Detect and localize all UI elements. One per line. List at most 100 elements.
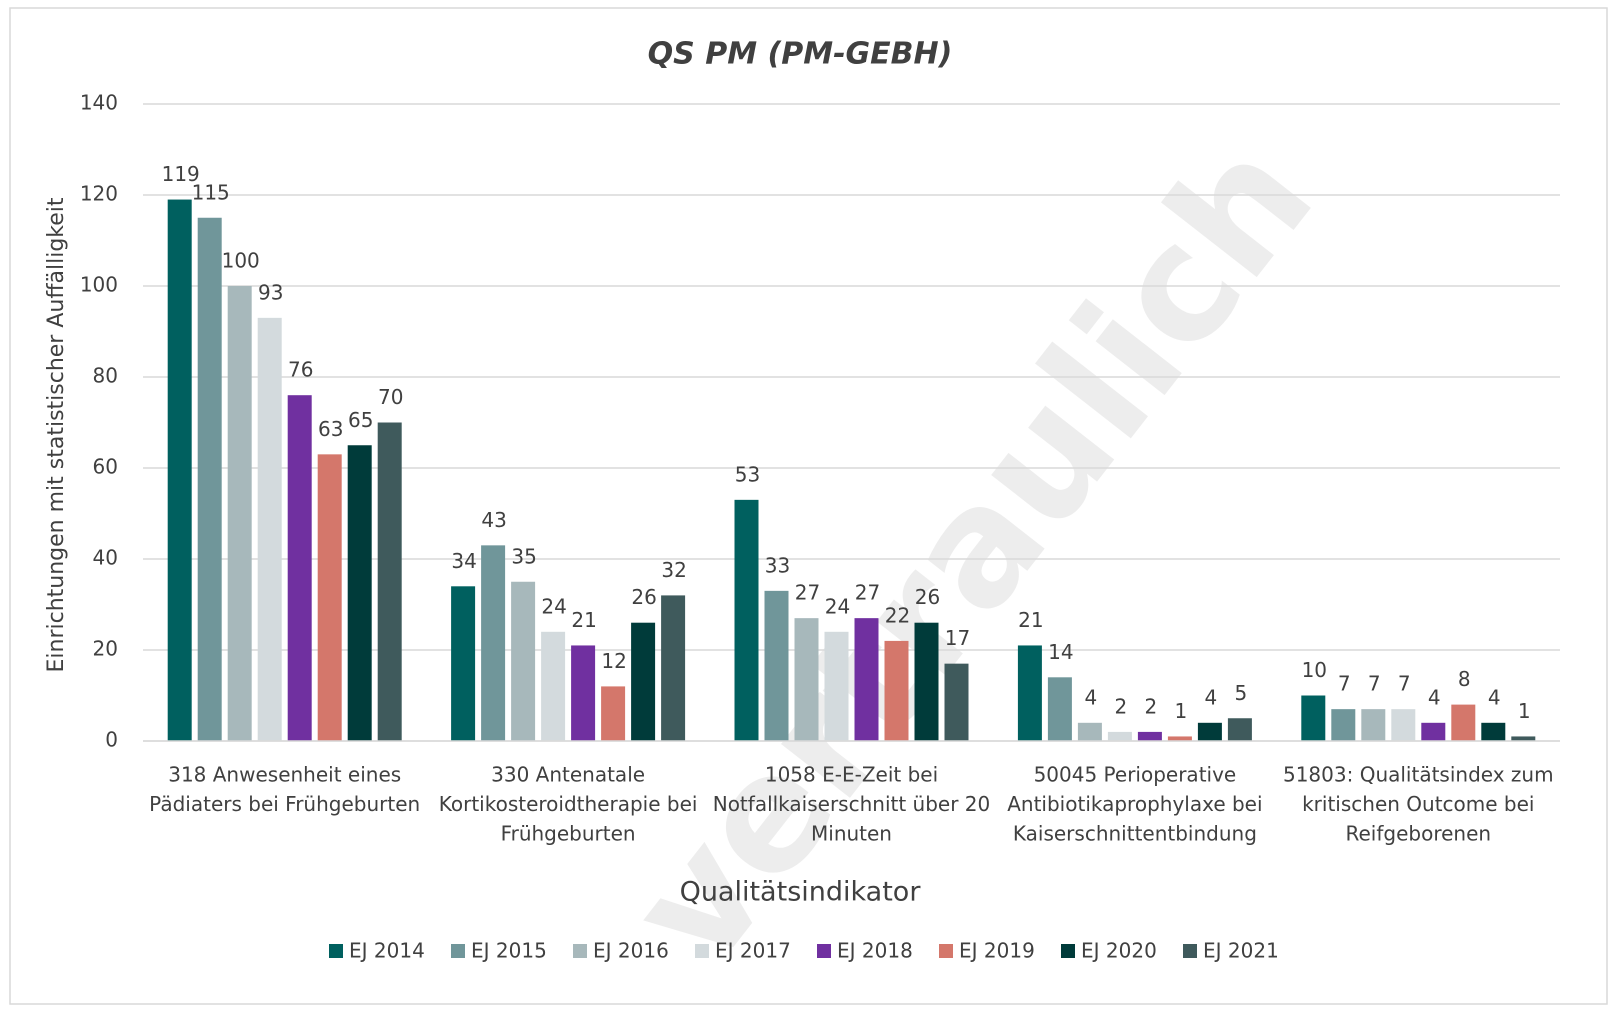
bar <box>1391 709 1416 741</box>
bar <box>451 586 476 741</box>
bar <box>481 545 506 741</box>
bar <box>347 445 372 741</box>
value-label: 7 <box>1368 672 1381 696</box>
x-tick-label: Reifgeborenen <box>1346 822 1492 846</box>
bar <box>794 618 819 741</box>
value-label: 115 <box>192 180 230 204</box>
value-label: 4 <box>1085 685 1098 709</box>
value-label: 100 <box>222 249 260 273</box>
legend-label: EJ 2021 <box>1203 939 1279 963</box>
y-tick-label: 40 <box>93 546 118 570</box>
value-label: 8 <box>1458 667 1471 691</box>
bar <box>167 199 192 742</box>
bar <box>1047 677 1072 741</box>
value-label: 17 <box>945 626 970 650</box>
value-label: 27 <box>795 581 820 605</box>
value-label: 21 <box>571 608 596 632</box>
legend-label: EJ 2018 <box>837 939 913 963</box>
x-tick-label: Kortikosteroidtherapie bei <box>439 792 698 816</box>
legend-swatch <box>939 944 953 958</box>
value-label: 1 <box>1175 699 1188 723</box>
legend-label: EJ 2015 <box>471 939 547 963</box>
bar <box>287 395 312 741</box>
value-label: 26 <box>631 585 656 609</box>
bar <box>884 640 909 741</box>
legend-label: EJ 2016 <box>593 939 669 963</box>
bar <box>511 581 536 741</box>
bar <box>601 686 626 741</box>
bar <box>1197 722 1222 741</box>
value-label: 65 <box>348 408 373 432</box>
x-tick-label: Minuten <box>811 822 892 846</box>
y-tick-label: 0 <box>105 728 118 752</box>
legend-swatch <box>695 944 709 958</box>
legend-label: EJ 2014 <box>349 939 425 963</box>
value-label: 35 <box>511 544 536 568</box>
bar <box>1361 709 1386 741</box>
bar <box>1107 731 1132 741</box>
value-label: 53 <box>735 462 760 486</box>
value-label: 32 <box>661 558 686 582</box>
legend-label: EJ 2020 <box>1081 939 1157 963</box>
bar <box>1167 736 1192 741</box>
bar <box>1511 736 1536 741</box>
x-tick-label: Pädiaters bei Frühgeburten <box>149 792 420 816</box>
bar <box>377 422 402 741</box>
value-label: 5 <box>1235 681 1248 705</box>
x-tick-label: 330 Antenatale <box>491 763 645 787</box>
y-tick-label: 100 <box>80 273 118 297</box>
x-tick-label: 1058 E-E-Zeit bei <box>765 763 938 787</box>
x-tick-label: 50045 Perioperative <box>1034 763 1237 787</box>
bar <box>1227 718 1252 741</box>
value-label: 2 <box>1115 694 1128 718</box>
value-label: 1 <box>1518 699 1531 723</box>
x-tick-label: 51803: Qualitätsindex zum <box>1283 763 1554 787</box>
bar <box>317 454 342 741</box>
legend-swatch <box>451 944 465 958</box>
value-label: 7 <box>1398 672 1411 696</box>
x-tick-label: Kaiserschnittentbindung <box>1013 822 1257 846</box>
value-label: 10 <box>1302 658 1327 682</box>
bar <box>661 595 686 741</box>
y-tick-label: 80 <box>93 364 118 388</box>
value-label: 26 <box>915 585 940 609</box>
chart-title: QS PM (PM-GEBH) <box>648 37 953 72</box>
bar <box>1451 704 1476 741</box>
x-axis-title: Qualitätsindikator <box>680 877 922 908</box>
x-tick-label: Antibiotikaprophylaxe bei <box>1007 792 1262 816</box>
bar <box>1481 722 1506 741</box>
value-label: 76 <box>288 358 313 382</box>
value-label: 14 <box>1048 640 1073 664</box>
bar <box>824 631 849 741</box>
value-label: 119 <box>162 162 200 186</box>
x-tick-label: Notfallkaiserschnitt über 20 <box>713 792 991 816</box>
x-tick-label: Frühgeburten <box>501 822 636 846</box>
value-label: 2 <box>1145 694 1158 718</box>
value-label: 43 <box>481 508 506 532</box>
value-label: 93 <box>258 280 283 304</box>
x-tick-label: kritischen Outcome bei <box>1302 792 1534 816</box>
value-label: 24 <box>825 594 850 618</box>
bar <box>734 499 759 741</box>
value-label: 70 <box>378 385 403 409</box>
y-tick-label: 120 <box>80 182 118 206</box>
bar <box>1301 695 1326 741</box>
value-label: 4 <box>1205 685 1218 709</box>
y-axis-title: Einrichtungen mit statistischer Auffälli… <box>44 197 69 672</box>
value-label: 34 <box>451 549 476 573</box>
value-label: 7 <box>1338 672 1351 696</box>
value-label: 33 <box>765 553 790 577</box>
bar <box>631 622 656 741</box>
value-label: 27 <box>855 581 880 605</box>
bar <box>1331 709 1356 741</box>
legend-swatch <box>573 944 587 958</box>
value-label: 4 <box>1488 685 1501 709</box>
value-label: 12 <box>601 649 626 673</box>
bar <box>944 663 969 741</box>
bar <box>571 645 596 741</box>
bar <box>197 217 222 741</box>
bar <box>1017 645 1042 741</box>
value-label: 63 <box>318 417 343 441</box>
bar <box>541 631 566 741</box>
